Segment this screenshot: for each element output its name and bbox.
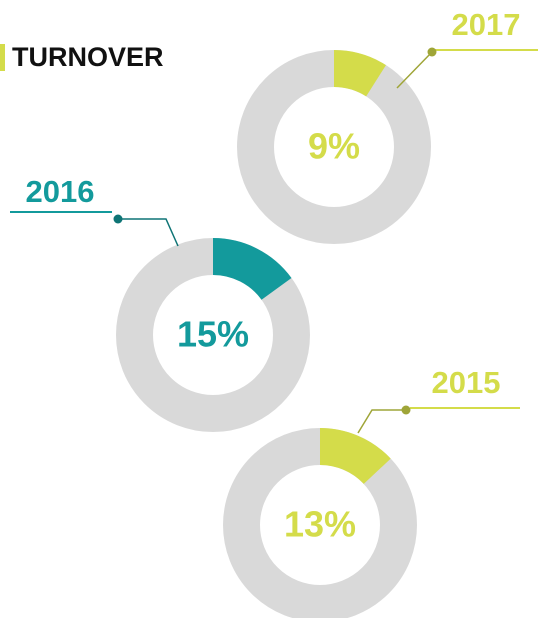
value-label: 13% — [284, 504, 356, 545]
donut-segment — [334, 50, 386, 97]
year-label: 2017 — [452, 7, 521, 42]
donut-segment — [213, 238, 292, 300]
connector — [357, 409, 406, 434]
connector-dot — [113, 214, 123, 224]
connector-dot — [401, 405, 411, 415]
year-label: 2015 — [432, 365, 501, 400]
page-title: TURNOVER — [12, 42, 164, 72]
donut-segment — [320, 428, 391, 484]
connector — [118, 218, 179, 247]
connector — [396, 51, 433, 89]
year-label: 2016 — [26, 174, 95, 209]
value-label: 9% — [308, 126, 360, 167]
value-label: 15% — [177, 314, 249, 355]
title-bar — [0, 44, 5, 71]
connector-dot — [427, 47, 437, 57]
